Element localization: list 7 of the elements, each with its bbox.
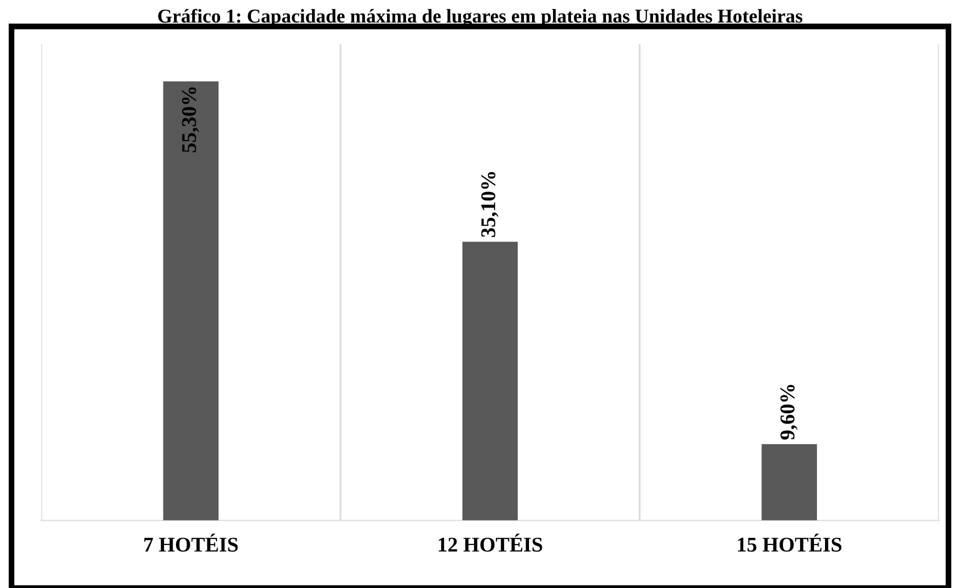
data-label: 55,30% bbox=[182, 87, 200, 152]
data-label: 35,10% bbox=[481, 172, 498, 238]
chart-title: Gráfico 1: Capacidade máxima de lugares em plateia nas Unidades Hoteleiras bbox=[158, 8, 802, 27]
x-tick-label: 7 HOTÉIS bbox=[144, 534, 238, 552]
x-tick-label: 15 HOTÉIS bbox=[738, 534, 842, 552]
x-tick-label: 12 HOTÉIS bbox=[438, 534, 542, 552]
data-label: 9,60% bbox=[780, 384, 798, 440]
